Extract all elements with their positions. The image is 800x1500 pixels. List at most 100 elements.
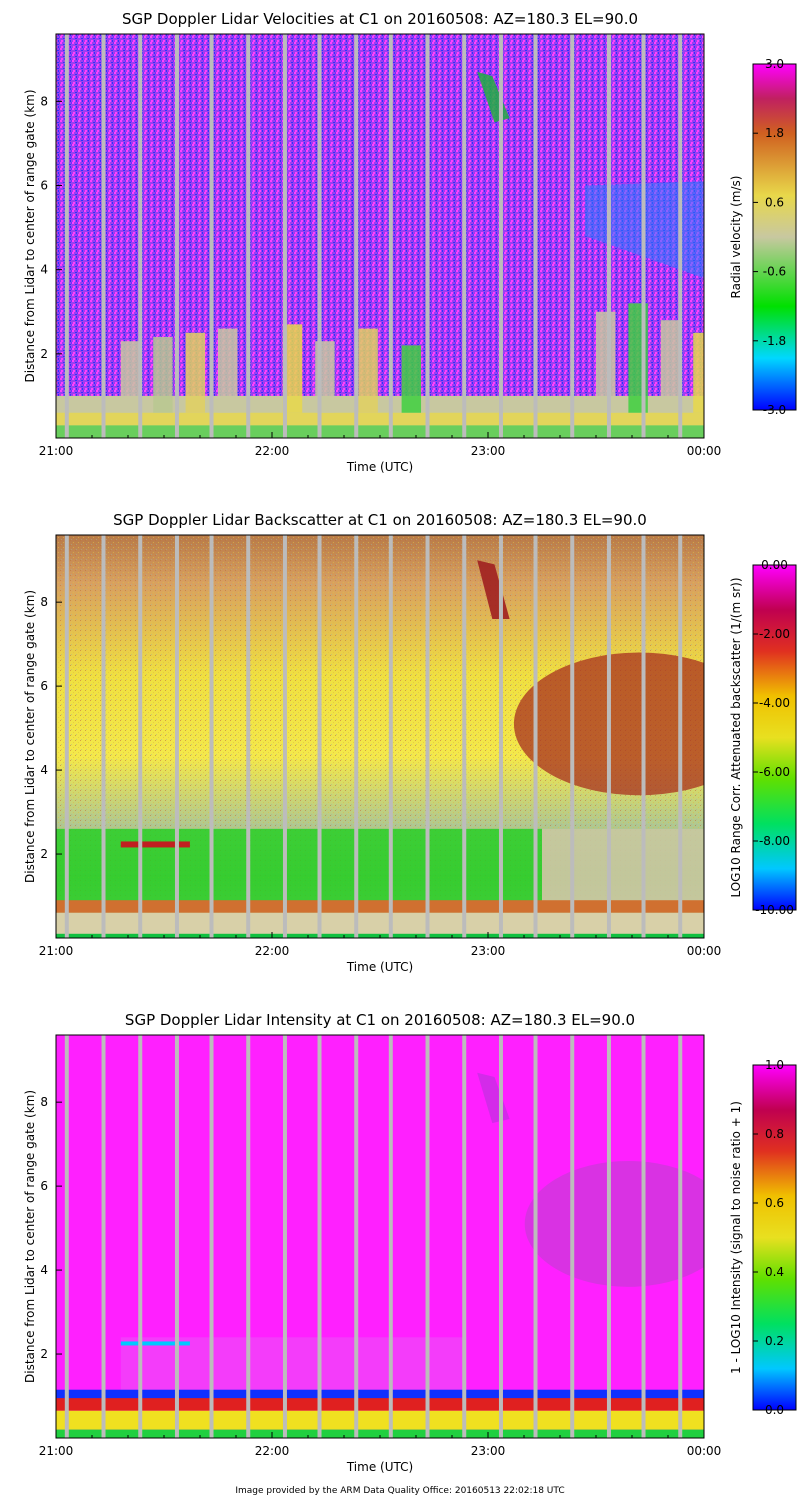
colorbar-tick-label: 1.8 (765, 126, 784, 140)
updraft-plume (401, 345, 422, 413)
boundary-layer (56, 1410, 704, 1430)
scan-gap-column (101, 535, 106, 938)
scan-gap-column (533, 1035, 538, 1438)
x-tick-label: 22:00 (255, 444, 290, 458)
scan-gap-column (138, 1035, 143, 1438)
scan-gap-column (209, 535, 214, 938)
updraft-plume (693, 332, 704, 413)
y-tick-label: 6 (40, 1179, 48, 1193)
clear-air-layer (56, 828, 542, 905)
scan-gap-column (354, 34, 359, 438)
scan-gap-column (641, 535, 646, 938)
scan-gap-column (174, 34, 179, 438)
chart-title: SGP Doppler Lidar Velocities at C1 on 20… (122, 10, 638, 28)
scan-gap-column (317, 34, 322, 438)
plot-area-velocity (56, 34, 704, 438)
chart-panel-velocity: SGP Doppler Lidar Velocities at C1 on 20… (23, 10, 797, 474)
surface-band-green (56, 425, 704, 438)
colorbar-tick-label: -1.8 (763, 334, 786, 348)
updraft-plume (218, 328, 238, 413)
colorbar-tick-label: -10.00 (755, 903, 794, 917)
mid-level-cloud (513, 652, 704, 796)
scan-gap-column (641, 1035, 646, 1438)
scan-gap-column (354, 1035, 359, 1438)
high-intensity-layer (56, 1398, 704, 1411)
y-axis-label: Distance from Lidar to center of range g… (23, 590, 37, 883)
updraft-plume (282, 324, 303, 413)
scan-gap-column (101, 1035, 106, 1438)
y-tick-label: 8 (40, 1095, 48, 1109)
colorbar-tick-label: 3.0 (765, 57, 784, 71)
footer-credit: Image provided by the ARM Data Quality O… (235, 1486, 564, 1496)
x-tick-label: 21:00 (39, 444, 74, 458)
chart-title: SGP Doppler Lidar Backscatter at C1 on 2… (113, 511, 647, 529)
scan-gap-column (282, 1035, 287, 1438)
scan-gap-column (498, 1035, 503, 1438)
scan-gap-column (678, 34, 683, 438)
y-tick-label: 2 (40, 1347, 48, 1361)
colorbar-label: 1 - LOG10 Intensity (signal to noise rat… (729, 1101, 743, 1374)
scan-gap-column (606, 34, 611, 438)
y-axis-label: Distance from Lidar to center of range g… (23, 89, 37, 382)
scan-gap-column (209, 1035, 214, 1438)
scan-gap-column (388, 535, 393, 938)
y-tick-label: 4 (40, 1263, 48, 1277)
plot-area-intensity (56, 1035, 704, 1438)
colorbar (752, 63, 797, 411)
surface-band (56, 1429, 704, 1438)
y-tick-label: 6 (40, 679, 48, 693)
colorbar-tick-label: 0.2 (765, 1334, 784, 1348)
x-axis-label: Time (UTC) (346, 460, 413, 474)
scan-gap-column (101, 34, 106, 438)
sensitivity-edge (56, 1389, 704, 1401)
scan-gap-column (462, 1035, 467, 1438)
scan-gap-column (606, 535, 611, 938)
colorbar-tick-label: 0.00 (761, 558, 788, 572)
x-tick-label: 00:00 (687, 944, 722, 958)
scan-gap-column (570, 1035, 575, 1438)
aerosol-haze (120, 1337, 467, 1397)
colorbar-tick-label: -2.00 (759, 627, 790, 641)
updraft-plume (358, 328, 378, 413)
colorbar-tick-label: 0.6 (765, 1196, 784, 1210)
scan-gap-column (246, 1035, 251, 1438)
y-tick-label: 8 (40, 595, 48, 609)
y-axis-label: Distance from Lidar to center of range g… (23, 1090, 37, 1383)
scan-gap-column (425, 1035, 430, 1438)
scan-gap-column (282, 535, 287, 938)
colorbar-tick-label: -3.0 (763, 403, 786, 417)
scan-gap-column (174, 1035, 179, 1438)
scan-gap-column (678, 1035, 683, 1438)
colorbar-label: LOG10 Range Corr. Attenuated backscatter… (729, 577, 743, 897)
boundary-layer-top (56, 900, 704, 913)
scan-gap-column (317, 535, 322, 938)
scan-gap-column (209, 34, 214, 438)
x-axis-label: Time (UTC) (346, 960, 413, 974)
colorbar (752, 1064, 797, 1411)
updraft-plume (120, 341, 141, 413)
surface-band (56, 412, 704, 426)
colorbar-tick-label: -6.00 (759, 765, 790, 779)
chart-panel-backscatter: SGP Doppler Lidar Backscatter at C1 on 2… (23, 511, 797, 974)
scan-gap-column (138, 34, 143, 438)
x-tick-label: 22:00 (255, 1444, 290, 1458)
scan-gap-column (64, 34, 69, 438)
y-tick-label: 2 (40, 847, 48, 861)
updraft-plume (153, 337, 173, 413)
scan-gap-column (425, 535, 430, 938)
scan-gap-column (678, 535, 683, 938)
updraft-plume (596, 311, 616, 413)
scan-gap-column (570, 535, 575, 938)
scan-gap-column (498, 535, 503, 938)
colorbar-tick-label: -4.00 (759, 696, 790, 710)
colorbar-tick-label: 0.0 (765, 1403, 784, 1417)
x-tick-label: 00:00 (687, 444, 722, 458)
y-tick-label: 8 (40, 94, 48, 108)
scan-gap-column (498, 34, 503, 438)
x-tick-label: 00:00 (687, 1444, 722, 1458)
y-tick-label: 6 (40, 179, 48, 193)
colorbar-tick-label: 0.4 (765, 1265, 784, 1279)
colorbar-tick-label: 0.6 (765, 195, 784, 209)
scan-gap-column (462, 535, 467, 938)
